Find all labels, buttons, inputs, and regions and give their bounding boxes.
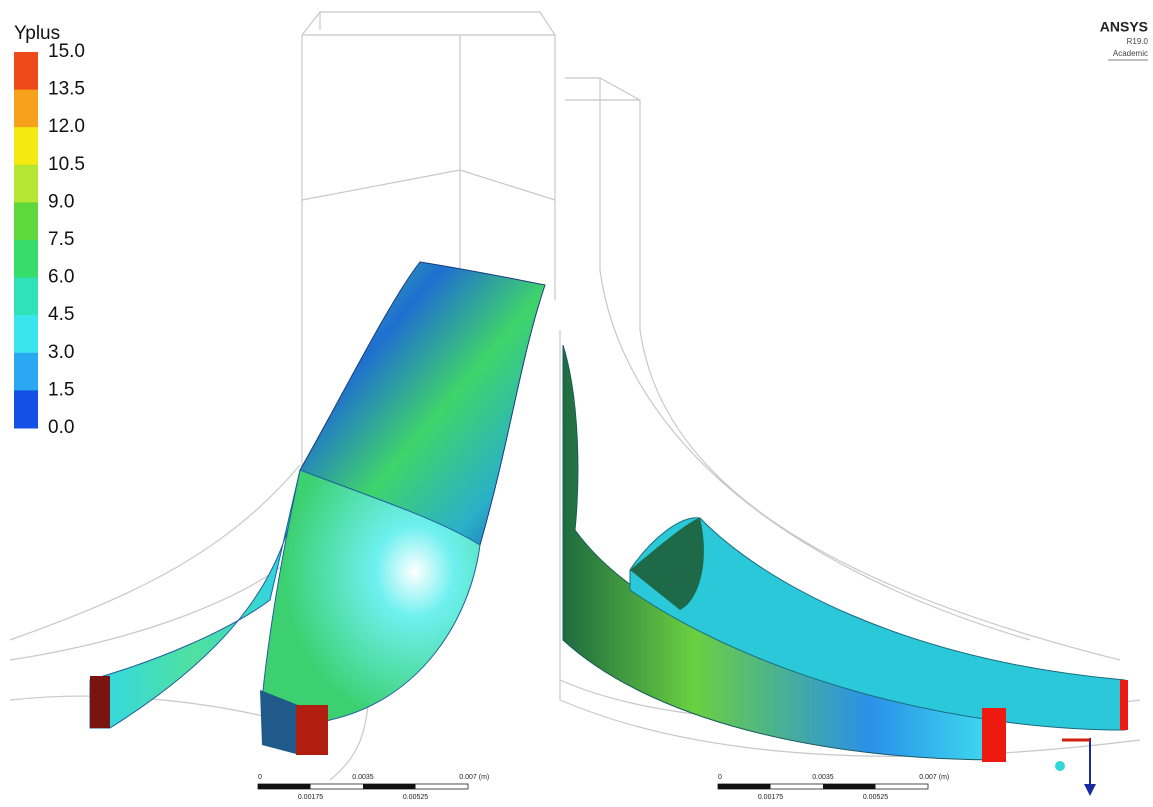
color-legend: 15.0 13.5 12.0 10.5 9.0 7.5 6.0 4.5 3.0 1.5 0.0 xyxy=(14,41,85,438)
scale-label: 0.00175 xyxy=(758,794,783,801)
scale-label: 0 xyxy=(258,774,262,781)
ansys-logo: ANSYS R19.0 Academic xyxy=(1100,19,1149,60)
page: Yplus 15.013.512.010.59.07.56.04.53.01.5… xyxy=(0,0,1153,802)
scale-segment xyxy=(718,784,771,789)
right-impeller xyxy=(563,345,1128,796)
logo-version: R19.0 xyxy=(1127,37,1149,46)
legend-swatch xyxy=(14,90,38,128)
legend-swatch xyxy=(14,390,38,428)
legend-swatch xyxy=(14,202,38,240)
cfd-view: Yplus 15.013.512.010.59.07.56.04.53.01.5… xyxy=(0,0,1153,802)
legend-label: 12.0 xyxy=(48,116,85,137)
scale-label: 0.00525 xyxy=(403,794,428,801)
legend-swatch xyxy=(14,165,38,203)
legend-label: 4.5 xyxy=(48,304,74,325)
scale-segment xyxy=(363,784,416,789)
scale-segment xyxy=(823,784,876,789)
logo-name: ANSYS xyxy=(1100,19,1148,35)
legend-label: 3.0 xyxy=(48,342,74,363)
scale-label: (m) xyxy=(939,774,950,781)
left-impeller xyxy=(90,262,545,755)
scale-label: 0.007 xyxy=(919,774,937,781)
legend-label: 10.5 xyxy=(48,154,85,175)
scale-label: 0.00175 xyxy=(298,794,323,801)
legend-label: 13.5 xyxy=(48,79,85,100)
legend-label: 0.0 xyxy=(48,417,74,438)
scale-label: 0.00525 xyxy=(863,794,888,801)
legend-swatch xyxy=(14,315,38,353)
legend-swatch xyxy=(14,278,38,316)
scale-label: 0.0035 xyxy=(812,774,834,781)
legend-swatch xyxy=(14,127,38,165)
legend-label: 6.0 xyxy=(48,267,74,288)
scale-label: 0.0035 xyxy=(352,774,374,781)
scale-label: 0 xyxy=(718,774,722,781)
legend-label: 7.5 xyxy=(48,229,74,250)
scale-label: 0.007 xyxy=(459,774,477,781)
logo-license: Academic xyxy=(1113,49,1148,58)
legend-label: 9.0 xyxy=(48,191,74,212)
legend-swatch xyxy=(14,353,38,391)
scale-segment xyxy=(258,784,311,789)
legend-label: 1.5 xyxy=(48,379,74,400)
legend-swatch xyxy=(14,240,38,278)
legend-swatch xyxy=(14,52,38,90)
scale-label: (m) xyxy=(479,774,490,781)
legend-label: 15.0 xyxy=(48,41,85,62)
